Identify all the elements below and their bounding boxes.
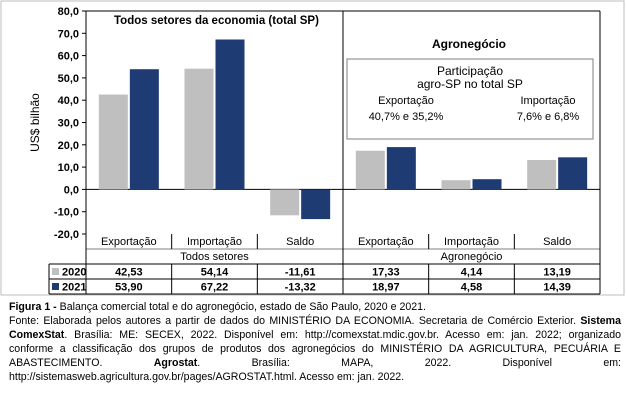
legend-swatch-2021 bbox=[52, 283, 59, 290]
bar-2021 bbox=[301, 189, 331, 220]
bar-2021 bbox=[215, 39, 245, 190]
data-label: 53,90 bbox=[115, 282, 143, 294]
category-label: Importação bbox=[444, 236, 499, 248]
y-tick-label: 70,0 bbox=[58, 28, 79, 40]
figure-label: Figura 1 - bbox=[9, 301, 57, 313]
bar-2020 bbox=[184, 68, 214, 190]
annotation-export-value: 40,7% e 35,2% bbox=[369, 111, 444, 123]
y-tick-label: 60,0 bbox=[58, 51, 79, 63]
data-label: 54,14 bbox=[201, 267, 229, 279]
annotation-export-label: Exportação bbox=[378, 95, 434, 107]
y-tick-label: 20,0 bbox=[58, 140, 79, 152]
figure-text: Balança comercial total e do agronegócio… bbox=[56, 301, 426, 313]
legend-label-2020: 2020 bbox=[62, 267, 86, 279]
annotation-import-label: Importação bbox=[520, 95, 575, 107]
figure-caption: Figura 1 - Balança comercial total e do … bbox=[9, 300, 621, 384]
category-label: Importação bbox=[187, 236, 242, 248]
panel-title-agro: Agronegócio bbox=[432, 37, 506, 51]
y-tick-label: 10,0 bbox=[58, 162, 79, 174]
chart-outer-border bbox=[0, 0, 625, 296]
figure-title: Figura 1 - Balança comercial total e do … bbox=[9, 300, 621, 314]
category-label: Saldo bbox=[543, 236, 571, 248]
source-text-2: . Brasília: ME: SECEX, 2022. Disponível … bbox=[9, 329, 621, 369]
annotation-title-2: agro-SP no total SP bbox=[417, 77, 523, 91]
data-label: 4,14 bbox=[461, 267, 483, 279]
y-axis-title: US$ bilhão bbox=[28, 93, 42, 152]
bar-2021 bbox=[472, 179, 502, 190]
bar-2020 bbox=[98, 94, 128, 190]
data-label: 18,97 bbox=[372, 282, 400, 294]
bar-chart: 80,0 70,0 60,0 50,0 40,0 30,0 20,0 10,0 0,0 -10,0… bbox=[0, 0, 625, 296]
group-label-agro: Agronegócio bbox=[441, 251, 503, 263]
panel-title-total: Todos setores da economia (total SP) bbox=[114, 15, 319, 27]
figure-source: Fonte: Elaborada pelos autores a partir … bbox=[9, 314, 621, 384]
source-bold-1: Sistema ComexStat bbox=[9, 315, 621, 341]
annotation-box bbox=[346, 58, 594, 140]
source-bold-2: Agrostat bbox=[153, 357, 198, 369]
data-label: 42,53 bbox=[115, 267, 143, 279]
y-tick-label: 80,0 bbox=[58, 6, 79, 18]
annotation-title-1: Participação bbox=[437, 64, 503, 78]
category-label: Saldo bbox=[286, 236, 314, 248]
y-tick-label: 40,0 bbox=[58, 95, 79, 107]
data-label: 13,19 bbox=[543, 267, 571, 279]
y-tick-label: 30,0 bbox=[58, 118, 79, 130]
bar-2020 bbox=[527, 159, 557, 190]
bar-2020 bbox=[270, 189, 300, 216]
legend-label-2021: 2021 bbox=[62, 282, 86, 294]
data-label: 67,22 bbox=[201, 282, 229, 294]
chart-container: 80,0 70,0 60,0 50,0 40,0 30,0 20,0 10,0 0,0 -10,0… bbox=[0, 0, 625, 296]
data-label: -13,32 bbox=[285, 282, 316, 294]
data-label: 14,39 bbox=[543, 282, 571, 294]
source-text-3: . Brasília: MAPA, 2022. Disponível em: h… bbox=[9, 357, 621, 383]
source-text-1: Fonte: Elaborada pelos autores a partir … bbox=[9, 315, 581, 327]
category-label: Exportação bbox=[101, 236, 157, 248]
bar-2021 bbox=[386, 147, 416, 190]
bar-2021 bbox=[129, 69, 159, 190]
group-label-total: Todos setores bbox=[180, 251, 249, 263]
bar-2020 bbox=[355, 150, 385, 190]
bar-2020 bbox=[441, 180, 471, 190]
y-tick-label: 50,0 bbox=[58, 73, 79, 85]
data-label: 4,58 bbox=[461, 282, 482, 294]
annotation-import-value: 7,6% e 6,8% bbox=[517, 111, 580, 123]
y-tick-label: -10,0 bbox=[54, 207, 79, 219]
y-tick-label: 0,0 bbox=[64, 184, 79, 196]
data-label: -11,61 bbox=[285, 267, 316, 279]
data-label: 17,33 bbox=[372, 267, 400, 279]
category-label: Exportação bbox=[358, 236, 414, 248]
bar-2021 bbox=[558, 157, 588, 190]
y-tick-label: -20,0 bbox=[54, 229, 79, 241]
legend-swatch-2020 bbox=[52, 268, 59, 275]
